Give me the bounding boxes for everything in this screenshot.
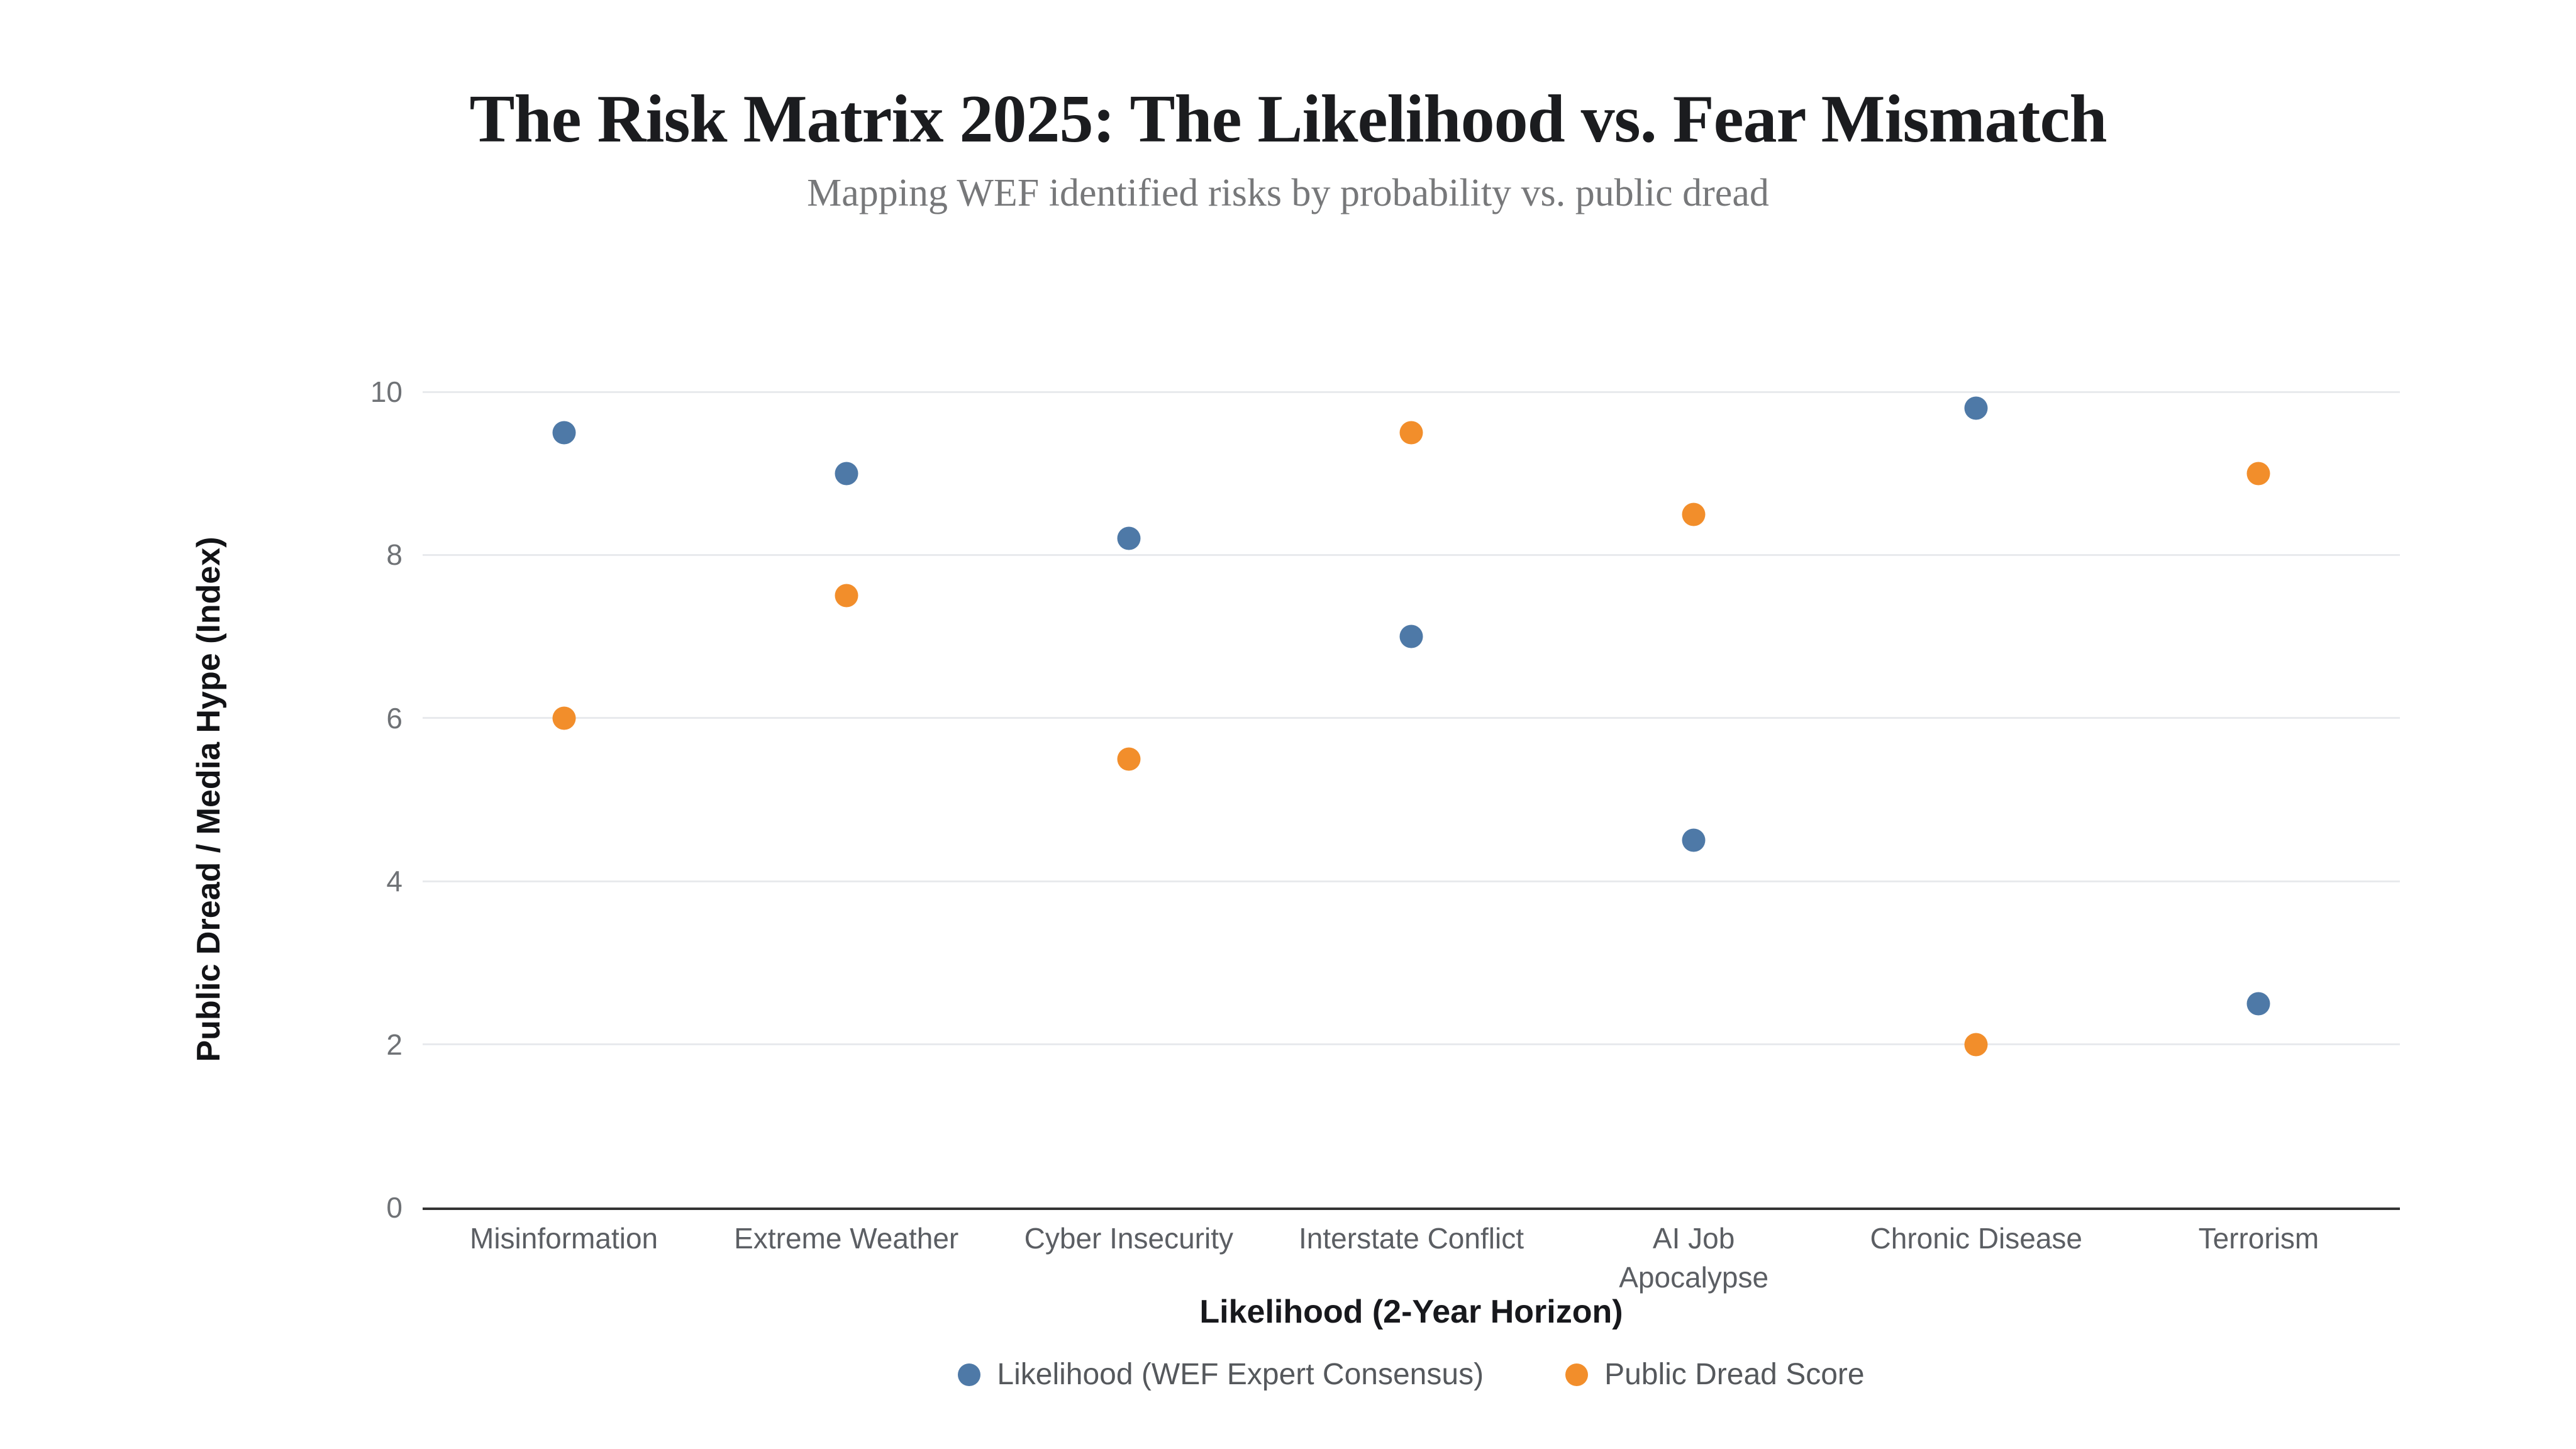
gridline (423, 880, 2400, 882)
y-tick-label: 10 (370, 375, 402, 408)
data-point (1964, 1033, 1988, 1057)
y-tick-label: 2 (386, 1028, 402, 1061)
gridline (423, 391, 2400, 393)
y-tick-label: 8 (386, 538, 402, 572)
plot-area (423, 391, 2400, 1210)
y-tick-label: 4 (386, 865, 402, 898)
gridline (423, 1043, 2400, 1046)
x-category-label: Interstate Conflict (1299, 1222, 1524, 1255)
data-point (1117, 747, 1141, 771)
chart-legend: Likelihood (WEF Expert Consensus) Public … (423, 1357, 2400, 1392)
y-tick-label: 0 (386, 1191, 402, 1224)
legend-swatch-icon (1565, 1363, 1589, 1386)
data-point (552, 706, 576, 730)
gridline (423, 553, 2400, 556)
legend-item[interactable]: Public Dread Score (1565, 1357, 1865, 1392)
y-tick-label: 6 (386, 701, 402, 735)
legend-label: Likelihood (WEF Expert Consensus) (997, 1358, 1484, 1391)
x-category-label: Terrorism (2198, 1222, 2319, 1255)
x-category-label: Misinformation (470, 1222, 658, 1255)
legend-swatch-icon (958, 1363, 981, 1386)
data-point (1964, 396, 1988, 420)
data-point (1399, 421, 1423, 445)
x-category-label: AI Job Apocalypse (1619, 1222, 1769, 1294)
y-axis-tick-labels: 0 2 4 6 8 10 (245, 375, 402, 1224)
x-axis-title: Likelihood (2-Year Horizon) (1199, 1294, 1623, 1330)
data-point (1117, 526, 1141, 550)
data-point (552, 421, 576, 445)
chart-subtitle: Mapping WEF identified risks by probabil… (807, 172, 1769, 214)
x-category-label: Extreme Weather (734, 1222, 959, 1255)
x-category-label: Cyber Insecurity (1024, 1222, 1234, 1255)
legend-item[interactable]: Likelihood (WEF Expert Consensus) (958, 1357, 1484, 1392)
data-point (1399, 625, 1423, 648)
gridline (423, 717, 2400, 719)
legend-label: Public Dread Score (1604, 1358, 1865, 1391)
data-point (1682, 502, 1706, 526)
x-axis-category-labels: Misinformation Extreme Weather Cyber Insec… (423, 1219, 2400, 1307)
data-point (1682, 828, 1706, 852)
data-point (835, 462, 858, 486)
data-point (2246, 462, 2270, 486)
data-point (2246, 992, 2270, 1016)
chart-title: The Risk Matrix 2025: The Likelihood vs.… (469, 82, 2107, 157)
y-axis-title: Public Dread / Media Hype (Index) (191, 536, 227, 1062)
data-point (835, 584, 858, 608)
x-category-label: Chronic Disease (1870, 1222, 2083, 1255)
